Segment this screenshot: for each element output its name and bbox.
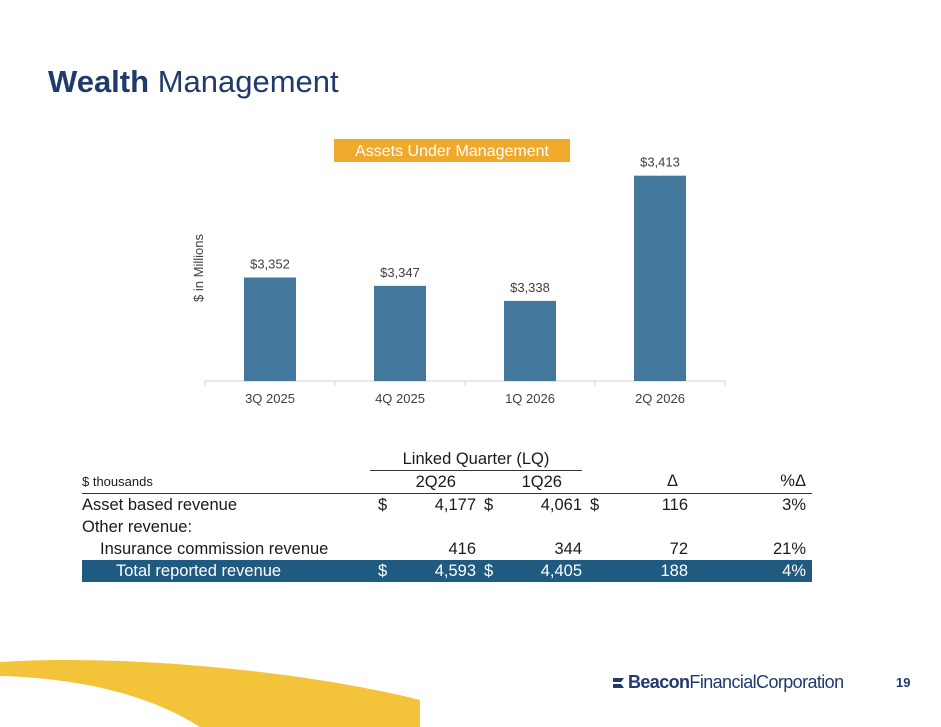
cell-value: 416: [448, 539, 476, 558]
row-label: Insurance commission revenue: [100, 539, 329, 558]
page-title-rest: Management: [157, 64, 339, 99]
swoosh-shape: [0, 659, 420, 727]
currency-symbol: $: [484, 495, 494, 514]
chart-title: Assets Under Management: [355, 143, 549, 160]
cell-value: 21%: [772, 539, 806, 558]
x-tick-label: 1Q 2026: [505, 391, 555, 406]
data-label: $3,347: [380, 265, 420, 280]
data-label: $3,338: [510, 280, 550, 295]
currency-symbol: $: [476, 560, 494, 582]
units-label: $ thousands: [82, 470, 370, 494]
total-label: Total reported revenue: [82, 560, 370, 582]
cell-value: 4,177: [434, 495, 476, 514]
col-header-delta: Δ: [582, 470, 688, 494]
table-header-row: $ thousands 2Q26 1Q26 Δ %Δ: [82, 470, 812, 494]
table-row: Other revenue:: [82, 516, 812, 538]
col-header-pct-delta: %Δ: [688, 470, 812, 494]
bar-1q-2026: [504, 300, 556, 381]
beacon-logo-icon: [613, 677, 624, 688]
data-label: $3,413: [640, 155, 680, 170]
linked-quarter-header: Linked Quarter (LQ): [370, 448, 582, 471]
cell-value: 3%: [782, 495, 806, 514]
page-number: 19: [896, 675, 911, 690]
page-title: Wealth Management: [48, 66, 339, 97]
revenue-table: Linked Quarter (LQ) $ thousands 2Q26 1Q2…: [82, 448, 812, 582]
decorative-swoosh: [0, 659, 420, 727]
logo-text-rest: FinancialCorporation: [689, 672, 844, 692]
table-row: Asset based revenue $ 4,177 $ 4,061 $ 11…: [82, 494, 812, 517]
chart-title-background: [334, 139, 570, 162]
table-row: Insurance commission revenue 416 344 72 …: [82, 538, 812, 560]
cell-value: 116: [661, 495, 688, 514]
data-label: $3,352: [250, 257, 290, 272]
total-value: 4,593: [388, 560, 476, 582]
x-tick-label: 3Q 2025: [245, 391, 295, 406]
cell-value: 344: [554, 539, 582, 558]
logo-text-bold: Beacon: [628, 672, 690, 692]
currency-symbol: $: [370, 560, 388, 582]
company-logo: Beacon FinancialCorporation: [612, 672, 844, 693]
currency-symbol: $: [378, 495, 388, 514]
col-header-2q26: 2Q26: [370, 470, 476, 494]
total-value: 188: [600, 560, 688, 582]
row-label: Asset based revenue: [82, 495, 238, 514]
y-axis-label: $ in Millions: [191, 234, 206, 302]
col-header-1q26: 1Q26: [476, 470, 582, 494]
cell-value: 4,061: [540, 495, 582, 514]
bar-2q-2026: [634, 175, 686, 381]
table-group-header-row: Linked Quarter (LQ): [82, 448, 812, 471]
x-tick-label: 4Q 2025: [375, 391, 425, 406]
total-value: 4%: [688, 560, 812, 582]
bar-3q-2025: [244, 277, 296, 381]
bar-4q-2025: [374, 285, 426, 381]
row-label: Other revenue:: [82, 517, 193, 536]
total-row: Total reported revenue $ 4,593 $ 4,405 1…: [82, 560, 812, 582]
page-title-bold: Wealth: [48, 64, 150, 99]
x-tick-label: 2Q 2026: [635, 391, 685, 406]
currency-symbol: $: [590, 495, 600, 514]
total-value: 4,405: [494, 560, 582, 582]
cell-value: 72: [669, 539, 688, 558]
